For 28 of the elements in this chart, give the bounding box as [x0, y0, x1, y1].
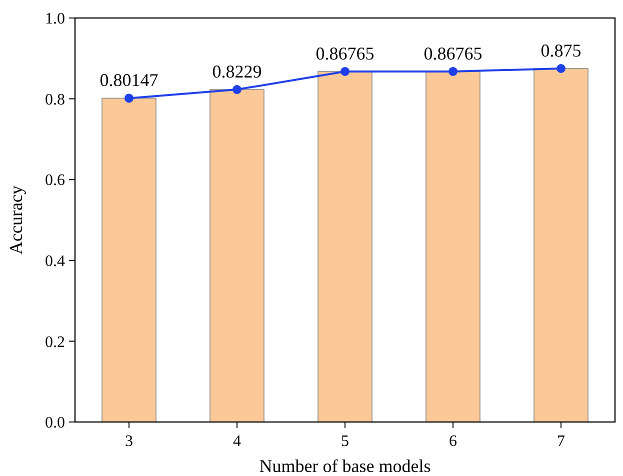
data-label: 0.875 — [540, 40, 582, 60]
y-tick-label: 0.2 — [45, 334, 65, 351]
y-tick-label: 0.8 — [45, 91, 65, 108]
point — [448, 66, 458, 76]
bar — [426, 71, 480, 422]
x-tick-label: 7 — [557, 433, 565, 450]
y-tick-label: 1.0 — [45, 10, 65, 28]
point — [340, 66, 350, 76]
y-tick-label: 0.6 — [45, 172, 65, 190]
y-axis-title: Accuracy — [6, 186, 26, 254]
bar — [318, 71, 372, 422]
x-tick-label: 5 — [341, 433, 349, 450]
point — [124, 94, 134, 103]
data-label: 0.86765 — [424, 43, 482, 64]
bar — [102, 98, 156, 422]
x-tick-label: 4 — [233, 433, 241, 450]
data-label: 0.8229 — [212, 62, 262, 82]
point — [232, 85, 242, 94]
bar — [210, 89, 264, 422]
x-tick-label: 3 — [125, 433, 133, 450]
x-tick-label: 6 — [449, 433, 457, 450]
x-axis-title: Number of base models — [259, 456, 431, 476]
point — [556, 64, 566, 73]
data-label: 0.80147 — [100, 70, 158, 90]
y-tick-label: 0.4 — [45, 253, 65, 270]
y-tick-label: 0.0 — [45, 414, 65, 432]
bar — [534, 68, 588, 422]
data-label: 0.86765 — [316, 43, 374, 64]
